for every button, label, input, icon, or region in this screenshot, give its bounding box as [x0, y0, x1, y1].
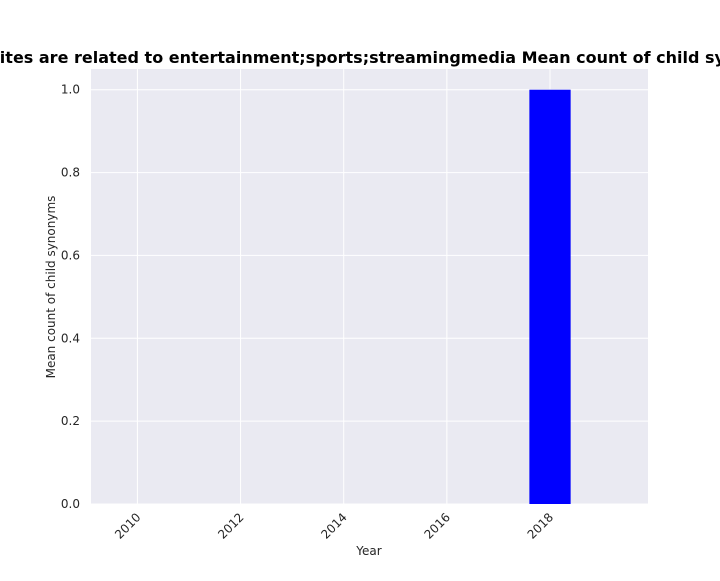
y-tick-label: 0.2	[61, 414, 80, 428]
y-tick-label: 0.0	[61, 497, 80, 511]
x-tick-label: 2014	[318, 510, 349, 541]
bar-2018	[529, 89, 571, 504]
x-tick-label: 2016	[421, 510, 452, 541]
x-axis-label: Year	[355, 544, 381, 558]
y-tick-label: 0.8	[61, 166, 80, 180]
y-tick-label: 1.0	[61, 83, 80, 97]
y-tick-labels: 0.0 0.2 0.4 0.6 0.8 1.0	[61, 83, 80, 511]
x-tick-label: 2010	[112, 510, 143, 541]
chart-title: Share of first-party websites are relate…	[0, 48, 720, 67]
x-tick-labels: 2010 2012 2014 2016 2018	[112, 510, 556, 541]
y-tick-label: 0.6	[61, 248, 80, 262]
y-tick-label: 0.4	[61, 331, 80, 345]
y-axis-label: Mean count of child synonyms	[44, 196, 58, 379]
bars	[529, 89, 571, 504]
x-tick-label: 2012	[215, 510, 246, 541]
x-tick-label: 2018	[525, 510, 556, 541]
